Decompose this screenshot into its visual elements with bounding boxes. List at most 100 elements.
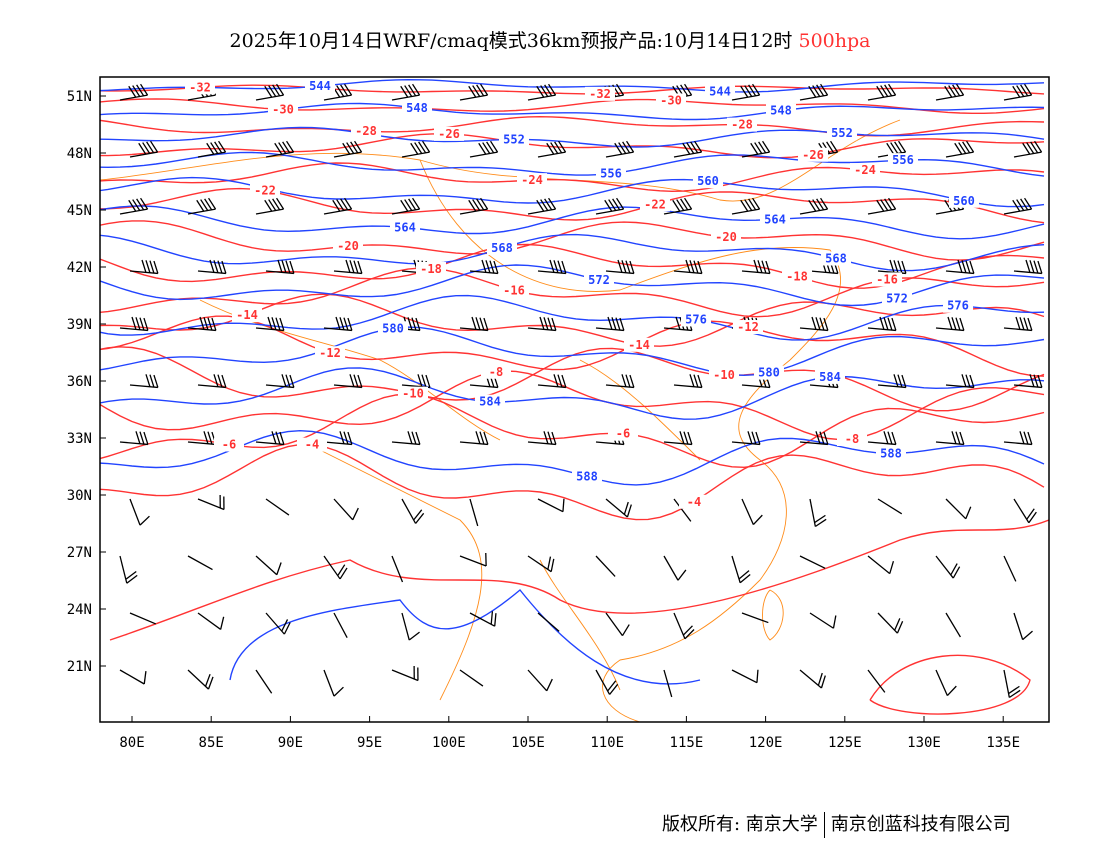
wind-barb — [459, 197, 489, 215]
wind-barb — [867, 83, 897, 101]
temperature-contour-label-bg — [434, 126, 464, 141]
wind-barb — [119, 555, 138, 584]
boundary-line — [762, 589, 784, 641]
wind-barb — [333, 498, 359, 521]
temperature-contour-label: -32 — [189, 80, 211, 94]
wind-barb — [255, 83, 285, 101]
wind-barb — [1013, 374, 1043, 389]
height-contour — [229, 589, 701, 685]
height-contour-label: 560 — [697, 174, 719, 188]
temperature-contour-label: -18 — [420, 262, 442, 276]
wind-barb — [323, 555, 348, 580]
lon-label: 115E — [670, 735, 704, 751]
temperature-contour-label-bg — [733, 320, 763, 335]
temperature-contours — [100, 84, 1049, 715]
height-contour-label-bg — [499, 132, 529, 147]
temperature-contour-label: -26 — [802, 148, 824, 162]
height-contour-label: 556 — [892, 153, 914, 167]
temperature-contour-label: -4 — [305, 438, 319, 452]
height-contour-label-bg — [760, 212, 790, 227]
wind-barb — [935, 316, 965, 332]
temperature-contour-label-bg — [416, 261, 446, 276]
temperature-contour-label: -8 — [489, 365, 503, 379]
temperature-contour-label-bg — [624, 337, 654, 352]
lat-label: 42N — [67, 260, 92, 276]
wind-barb — [945, 374, 975, 389]
wind-barb — [1003, 431, 1033, 446]
axis-ticks: 80E 85E 90E 95E 100E 105E 110E 115E 120E 125E 130E… — [67, 89, 1020, 751]
wind-barb — [129, 374, 159, 389]
wind-barb — [527, 197, 557, 215]
temperature-contour — [100, 133, 1045, 159]
wind-barb — [265, 374, 295, 389]
wind-barb — [799, 316, 829, 332]
wind-barb — [673, 140, 703, 158]
wind-barb — [459, 316, 489, 332]
temperature-contour-label: -4 — [687, 495, 701, 509]
temperature-contour-label-bg — [679, 494, 709, 509]
lon-label: 105E — [511, 735, 545, 751]
height-contour-label: 568 — [825, 252, 847, 266]
wind-barb — [459, 553, 487, 567]
temperature-contour-label-bg — [656, 93, 686, 108]
temperature-contour-label: -20 — [715, 230, 737, 244]
wind-barb — [197, 374, 227, 389]
wind-barb — [323, 669, 344, 697]
height-contour-label: 584 — [819, 370, 841, 384]
wind-barb — [459, 83, 489, 101]
height-contour — [100, 126, 1045, 148]
temperature-contour-label: -12 — [737, 320, 759, 334]
height-contour-label: 568 — [491, 241, 513, 255]
wind-barb — [595, 316, 625, 332]
height-contour-label-bg — [693, 174, 723, 189]
temperature-contour-label-bg — [250, 183, 280, 198]
temperature-contour-label-bg — [499, 283, 529, 298]
wind-barb — [877, 374, 907, 389]
temperature-contour-label-bg — [398, 386, 428, 401]
temperature-contour-label: -22 — [644, 197, 666, 211]
wind-barb — [1003, 669, 1021, 699]
temperature-contour-label: -10 — [402, 387, 424, 401]
wind-barb — [537, 259, 567, 275]
wind-barb — [867, 197, 897, 215]
height-contour — [100, 78, 1045, 93]
height-contour-label-bg — [390, 220, 420, 235]
wind-barb — [1003, 83, 1033, 101]
height-contour-label-bg — [943, 298, 973, 313]
temperature-contour-label: -28 — [731, 118, 753, 132]
lon-label: 130E — [907, 735, 941, 751]
wind-barb — [265, 140, 295, 158]
height-contour — [100, 176, 1045, 208]
temperature-contour-label-bg — [798, 147, 828, 162]
wind-barb — [1013, 498, 1037, 524]
lon-label: 125E — [828, 735, 862, 751]
wind-barb — [527, 83, 557, 101]
temperature-contour-label-bg — [709, 368, 739, 383]
wind-barb — [333, 259, 363, 275]
boundary-line — [419, 159, 842, 361]
wind-barb — [673, 374, 703, 389]
wind-barb — [809, 498, 827, 528]
temperature-contour-label-bg — [850, 163, 880, 178]
temperature-contour — [100, 162, 1045, 193]
wind-barb — [673, 259, 703, 275]
wind-barb — [469, 611, 497, 627]
wind-barb — [187, 316, 217, 332]
height-contour-label: 552 — [831, 126, 853, 140]
wind-barb — [255, 316, 285, 332]
wind-barb — [877, 612, 904, 634]
lat-label: 48N — [67, 146, 92, 162]
wind-barb — [605, 498, 632, 518]
temperature-contour-label-bg — [297, 437, 327, 452]
wind-barb — [663, 197, 693, 215]
wind-barb — [459, 669, 484, 687]
height-contour-label: 548 — [406, 101, 428, 115]
temperature-contour-label-bg — [517, 173, 547, 188]
height-contour-label-bg — [305, 79, 335, 94]
height-contour-label: 544 — [709, 84, 731, 98]
wind-barb — [401, 612, 420, 641]
height-contour — [100, 102, 1045, 121]
height-contour-label: 580 — [758, 366, 780, 380]
wind-barb — [323, 316, 353, 332]
temperature-contour-label: -18 — [786, 270, 808, 284]
